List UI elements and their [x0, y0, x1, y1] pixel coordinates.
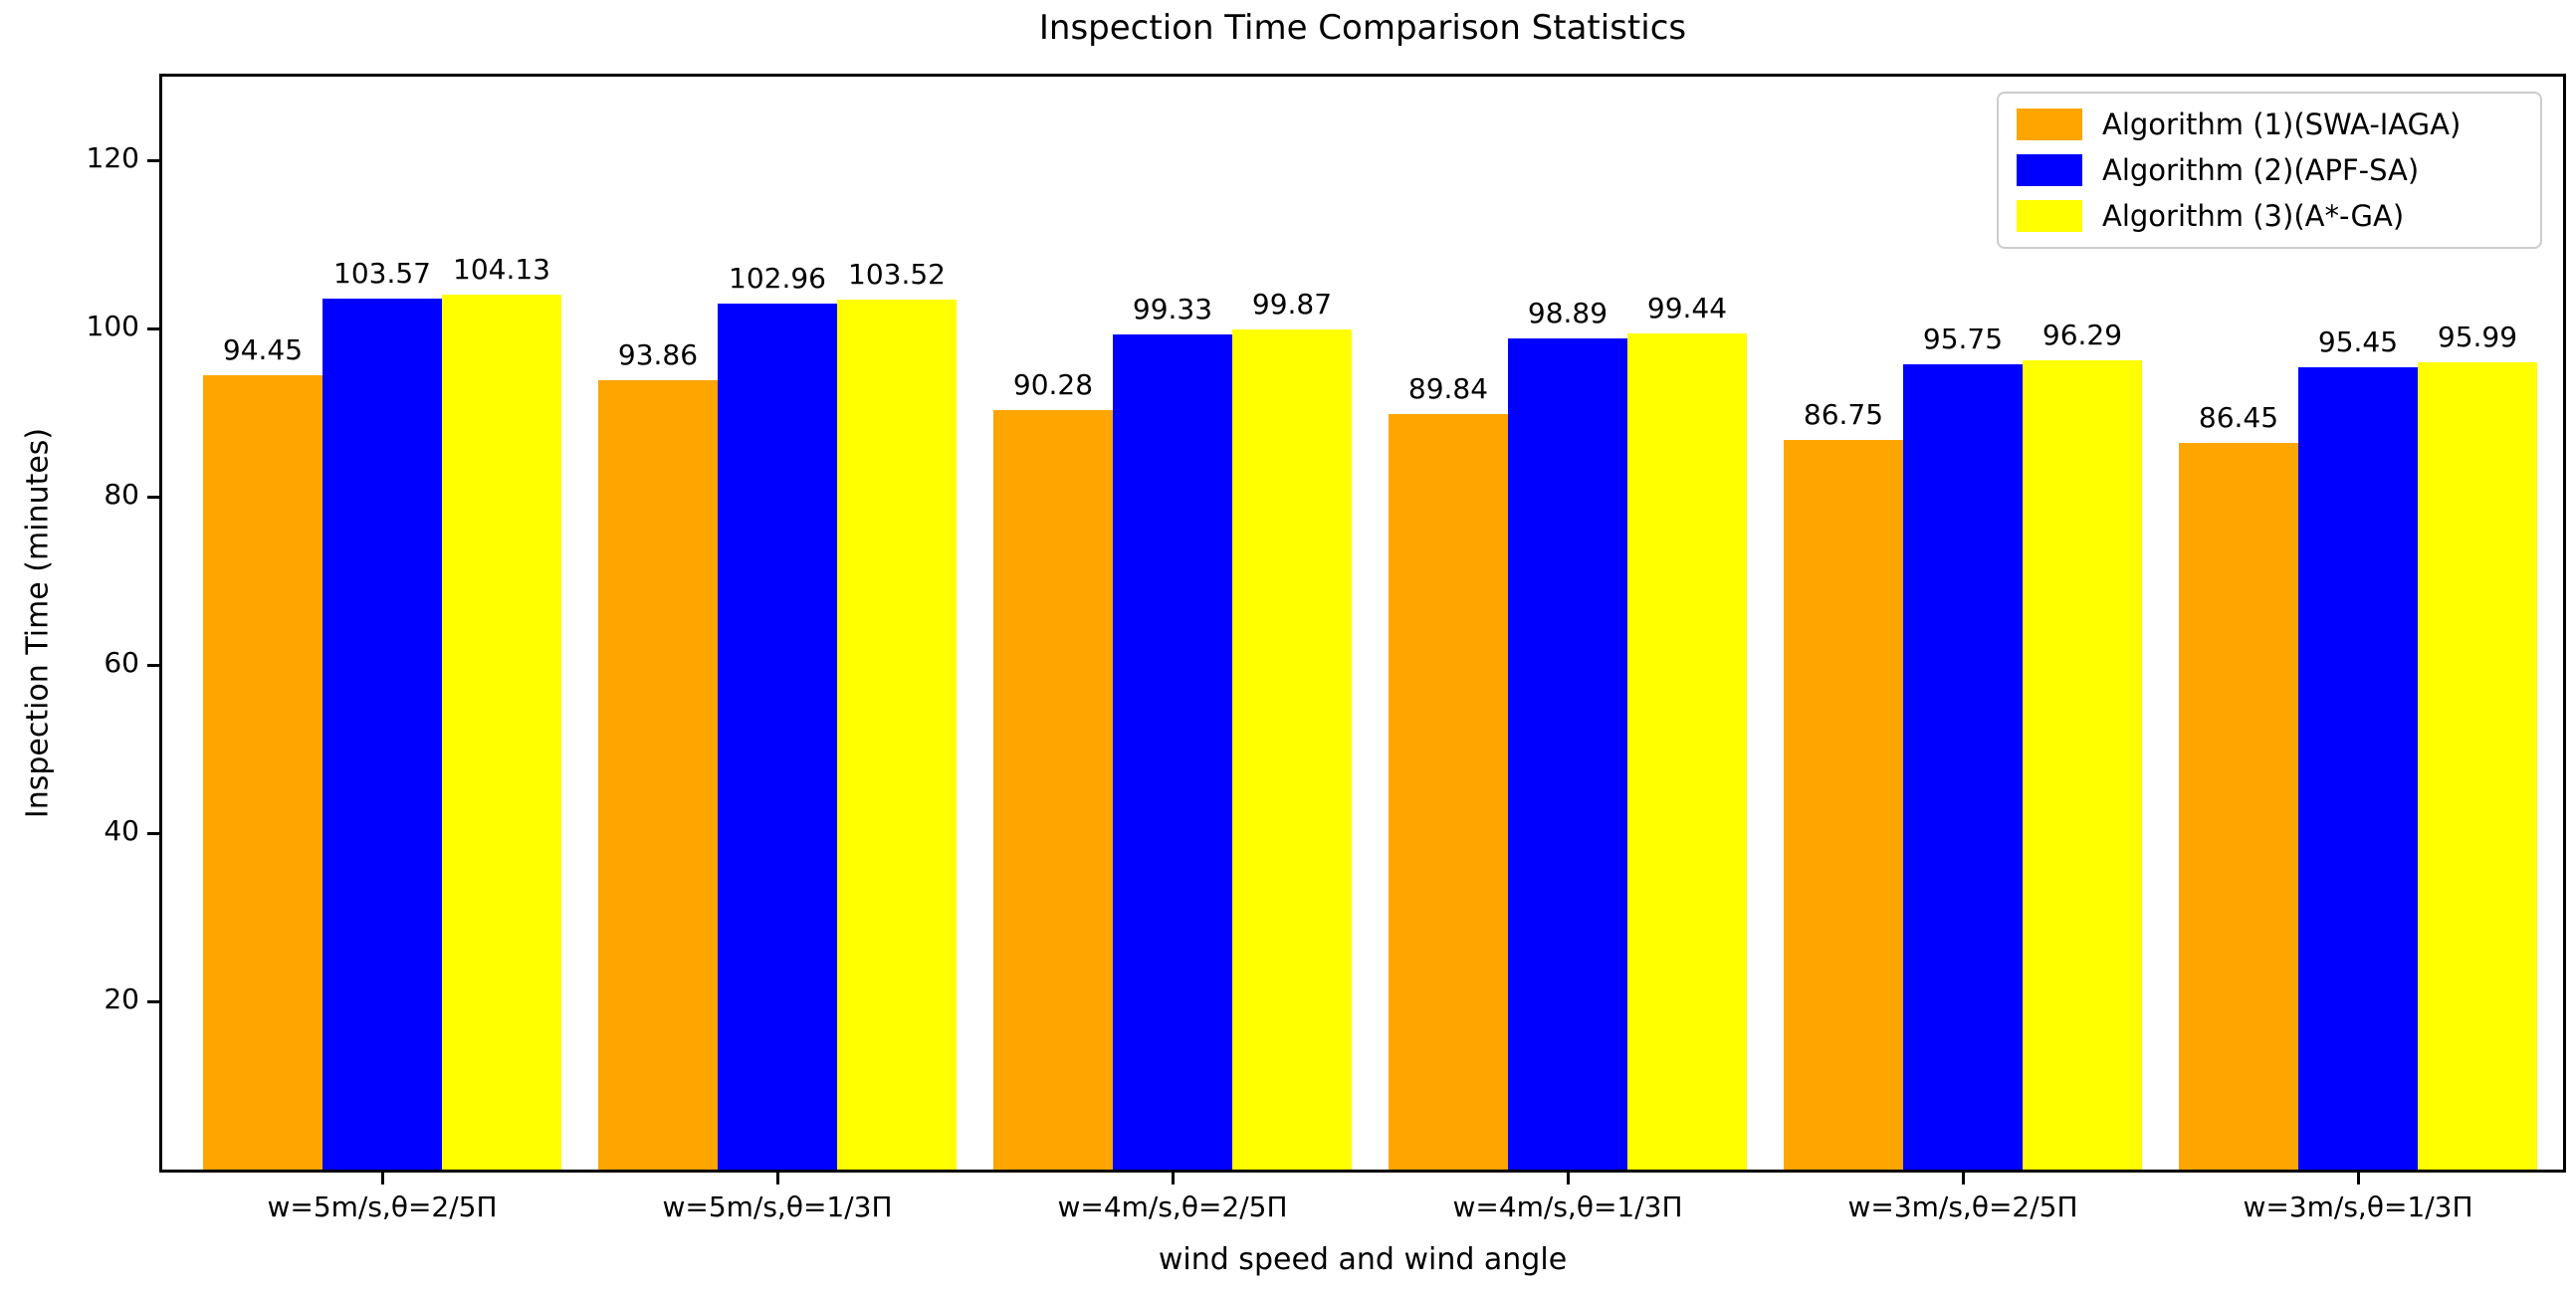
y-tick-label: 20	[104, 982, 139, 1016]
bar-value-label: 95.99	[2437, 321, 2518, 354]
bar	[1627, 333, 1747, 1170]
legend-swatch-icon	[2017, 154, 2082, 186]
bar	[1508, 337, 1627, 1170]
bar	[1389, 414, 1508, 1170]
y-tick-label: 60	[104, 646, 139, 680]
bar	[1903, 364, 2023, 1170]
bar-value-label: 103.52	[848, 257, 946, 291]
x-tick-mark	[2356, 1173, 2360, 1184]
y-tick-mark	[147, 999, 159, 1003]
bar	[322, 299, 442, 1170]
x-tick-label: w=3m/s,θ=1/3Π	[2243, 1190, 2473, 1223]
legend-swatch-icon	[2017, 200, 2082, 232]
bar-value-label: 94.45	[222, 333, 304, 367]
x-axis-label: wind speed and wind angle	[1158, 1242, 1568, 1277]
x-tick-label: w=5m/s,θ=2/5Π	[267, 1190, 498, 1223]
bar	[993, 410, 1113, 1170]
y-tick-label: 80	[104, 478, 139, 512]
x-tick-mark	[380, 1173, 384, 1184]
x-tick-mark	[775, 1173, 779, 1184]
bar	[2179, 442, 2298, 1170]
legend: Algorithm (1)(SWA-IAGA) Algorithm (2)(APF…	[1997, 92, 2542, 249]
bar	[1784, 440, 1903, 1170]
chart-title: Inspection Time Comparison Statistics	[1038, 8, 1687, 48]
x-tick-label: w=4m/s,θ=2/5Π	[1057, 1190, 1288, 1223]
x-tick-label: w=3m/s,θ=2/5Π	[1847, 1190, 2078, 1223]
bar	[718, 304, 837, 1170]
bar-value-label: 86.75	[1803, 398, 1884, 432]
bar-value-label: 90.28	[1012, 368, 1094, 402]
legend-row: Algorithm (1)(SWA-IAGA)	[2017, 108, 2522, 141]
bar	[837, 299, 957, 1170]
bar	[1113, 334, 1232, 1170]
legend-label: Algorithm (2)(APF-SA)	[2102, 153, 2420, 187]
legend-label: Algorithm (3)(A*-GA)	[2102, 199, 2405, 233]
bar	[1232, 329, 1352, 1170]
bar	[598, 380, 718, 1170]
bar-value-label: 86.45	[2198, 400, 2279, 434]
x-tick-mark	[1566, 1173, 1570, 1184]
legend-label: Algorithm (1)(SWA-IAGA)	[2102, 108, 2462, 141]
bar-value-label: 99.44	[1646, 292, 1728, 325]
y-tick-mark	[147, 326, 159, 330]
bar-value-label: 93.86	[617, 338, 699, 372]
y-tick-label: 100	[86, 310, 139, 343]
bar	[2418, 362, 2537, 1170]
bar-value-label: 96.29	[2041, 318, 2123, 351]
bar-value-label: 95.75	[1922, 323, 2004, 356]
y-tick-mark	[147, 663, 159, 667]
y-tick-mark	[147, 495, 159, 499]
bar	[203, 375, 322, 1170]
bar	[442, 294, 561, 1170]
bar-value-label: 89.84	[1407, 372, 1489, 406]
bar-value-label: 102.96	[729, 262, 826, 296]
bar	[2298, 366, 2418, 1170]
y-tick-mark	[147, 831, 159, 835]
legend-swatch-icon	[2017, 108, 2082, 140]
x-tick-mark	[1171, 1173, 1175, 1184]
bar-value-label: 95.45	[2317, 324, 2399, 358]
y-tick-mark	[147, 158, 159, 162]
bar-value-label: 98.89	[1527, 296, 1609, 329]
y-tick-label: 40	[104, 814, 139, 848]
bar-value-label: 104.13	[453, 252, 550, 286]
legend-row: Algorithm (2)(APF-SA)	[2017, 153, 2522, 187]
legend-row: Algorithm (3)(A*-GA)	[2017, 199, 2522, 233]
x-tick-label: w=5m/s,θ=1/3Π	[662, 1190, 893, 1223]
bar-value-label: 99.87	[1251, 288, 1333, 322]
x-tick-mark	[1961, 1173, 1965, 1184]
bar-value-label: 99.33	[1132, 293, 1213, 326]
y-tick-label: 120	[86, 141, 139, 175]
x-tick-label: w=4m/s,θ=1/3Π	[1452, 1190, 1683, 1223]
bar-value-label: 103.57	[333, 257, 431, 291]
bar	[2023, 359, 2142, 1170]
